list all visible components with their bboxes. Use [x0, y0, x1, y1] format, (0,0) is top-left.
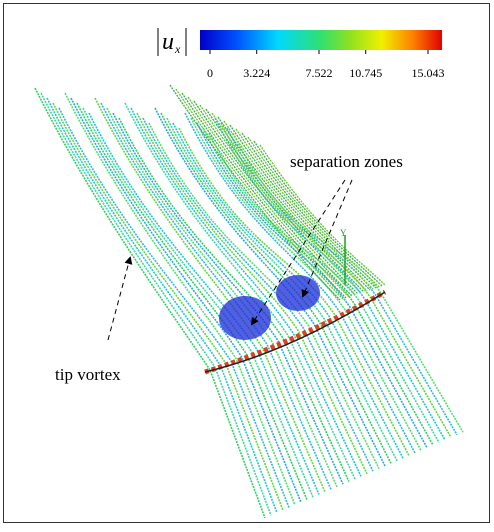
axis-label: Y — [340, 228, 347, 238]
colorbar-tick-label: 7.522 — [306, 66, 333, 80]
separation-zone — [219, 296, 271, 340]
colorbar-tick-label: 10.745 — [349, 66, 382, 80]
separation-zone — [276, 275, 320, 311]
colorbar-symbol: u — [162, 29, 174, 55]
colorbar-tick-label: 0 — [207, 66, 213, 80]
colorbar-subscript: x — [174, 42, 181, 56]
streamline — [149, 123, 379, 469]
annotation: tip vortex — [55, 365, 121, 384]
colorbar — [200, 30, 442, 50]
colorbar-tick-label: 3.224 — [243, 66, 270, 80]
colorbar-tick-label: 15.043 — [412, 66, 445, 80]
annotation: separation zones — [290, 152, 403, 171]
arrow — [108, 258, 130, 340]
figure: Y u x separation zones tip vortex 0 3.224… — [0, 0, 494, 527]
